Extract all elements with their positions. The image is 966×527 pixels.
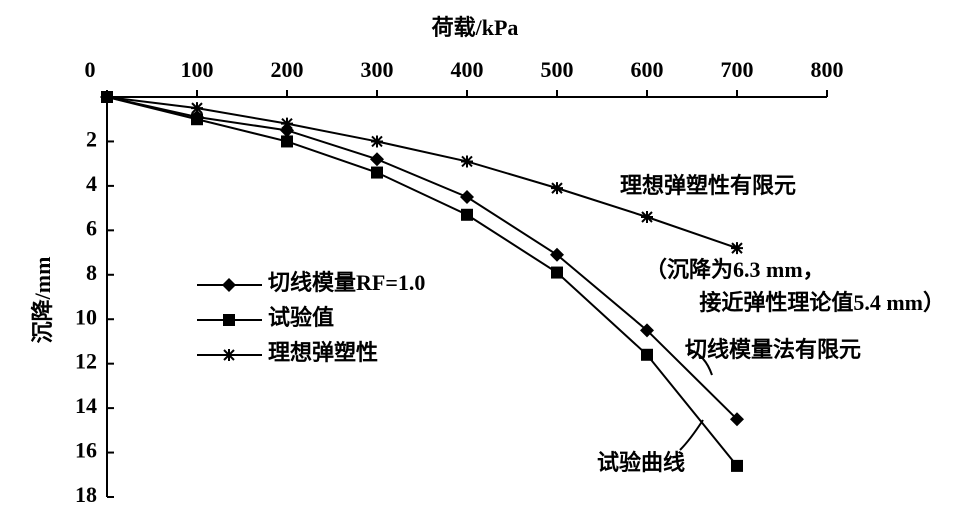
- annotation: 试验曲线: [597, 450, 685, 475]
- marker: [461, 208, 473, 221]
- pointer: [679, 419, 704, 451]
- x-tick-label: 200: [271, 57, 304, 82]
- y-tick-label: 18: [75, 482, 97, 507]
- y-tick-label: 12: [75, 349, 97, 374]
- marker: [730, 412, 744, 427]
- marker: [461, 155, 473, 168]
- marker: [551, 182, 563, 195]
- legend-label: 切线模量RF=1.0: [268, 270, 425, 295]
- marker: [641, 348, 653, 361]
- legend-marker: [223, 349, 235, 361]
- marker: [191, 102, 203, 115]
- marker: [640, 323, 654, 338]
- annotation: 接近弹性理论值5.4 mm）: [699, 290, 945, 315]
- series-line: [106, 96, 738, 467]
- series-line: [106, 96, 738, 250]
- marker: [550, 247, 564, 262]
- y-tick-label: 16: [75, 438, 97, 463]
- marker: [281, 135, 293, 148]
- marker: [191, 113, 203, 126]
- y-tick-label: 4: [86, 171, 97, 196]
- x-tick-label: 300: [361, 57, 394, 82]
- x-axis-title: 荷载/kPa: [432, 15, 519, 40]
- marker: [551, 266, 563, 279]
- x-tick-label: 400: [451, 57, 484, 82]
- y-tick-label: 10: [75, 304, 97, 329]
- y-tick-label: 2: [86, 126, 97, 151]
- annotation: （沉降为6.3 mm，: [645, 257, 825, 282]
- pointer: [689, 349, 713, 376]
- y-axis-title: 沉降/mm: [30, 257, 55, 344]
- marker: [731, 242, 743, 255]
- annotation: 切线模量法有限元: [685, 337, 861, 362]
- x-tick-label: 700: [721, 57, 754, 82]
- marker: [101, 91, 113, 103]
- marker: [370, 152, 384, 167]
- marker: [371, 166, 383, 179]
- x-tick-label: 0: [85, 57, 96, 82]
- x-tick-label: 600: [631, 57, 664, 82]
- legend-marker: [223, 314, 235, 326]
- annotation: 理想弹塑性有限元: [620, 173, 796, 198]
- y-tick-label: 6: [86, 215, 97, 240]
- y-tick-label: 14: [75, 393, 97, 418]
- x-tick-label: 800: [811, 57, 844, 82]
- y-tick-label: 8: [86, 260, 97, 285]
- legend-label: 理想弹塑性: [268, 340, 378, 365]
- marker: [281, 117, 293, 130]
- marker: [371, 135, 383, 148]
- legend-label: 试验值: [268, 305, 334, 330]
- marker: [641, 211, 653, 223]
- marker: [731, 459, 743, 472]
- x-tick-label: 100: [181, 57, 214, 82]
- x-tick-label: 500: [541, 57, 574, 82]
- legend-marker: [222, 278, 236, 292]
- series-line: [106, 96, 738, 420]
- marker: [460, 190, 474, 204]
